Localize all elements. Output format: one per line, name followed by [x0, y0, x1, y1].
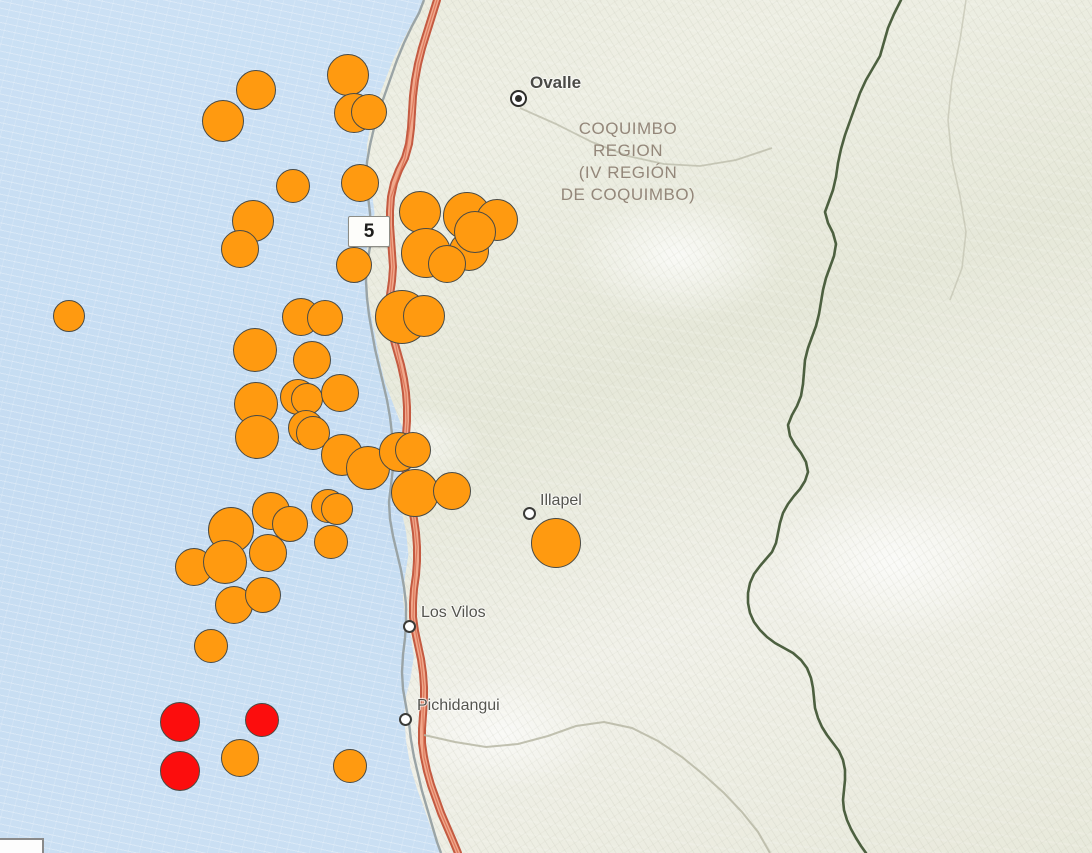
- scale-bar-box[interactable]: [0, 838, 44, 853]
- earthquake-marker[interactable]: [245, 703, 279, 737]
- earthquake-marker[interactable]: [160, 751, 200, 791]
- earthquake-marker[interactable]: [221, 739, 259, 777]
- city-marker-los-vilos[interactable]: [403, 620, 416, 633]
- earthquake-marker[interactable]: [307, 300, 343, 336]
- secondary-road-ridge: [947, 0, 967, 301]
- region-label: COQUIMBO REGION (IV REGIÓN DE COQUIMBO): [561, 118, 695, 206]
- city-label-ovalle: Ovalle: [530, 73, 582, 92]
- highway-route-5-centerline: [388, 0, 459, 853]
- earthquake-marker[interactable]: [531, 518, 581, 568]
- earthquake-marker[interactable]: [293, 341, 331, 379]
- earthquake-marker[interactable]: [221, 230, 259, 268]
- earthquake-marker[interactable]: [341, 164, 379, 202]
- earthquake-marker[interactable]: [236, 70, 276, 110]
- city-label-pichidangui: Pichidangui: [417, 697, 500, 714]
- earthquake-marker[interactable]: [249, 534, 287, 572]
- administrative-border: [746, 0, 903, 853]
- earthquake-marker[interactable]: [333, 749, 367, 783]
- earthquake-marker[interactable]: [314, 525, 348, 559]
- city-label-illapel: Illapel: [540, 492, 582, 509]
- route-shield-number: 5: [363, 220, 375, 242]
- earthquake-marker[interactable]: [433, 472, 471, 510]
- earthquake-marker[interactable]: [454, 211, 496, 253]
- earthquake-marker[interactable]: [321, 374, 359, 412]
- earthquake-marker[interactable]: [321, 493, 353, 525]
- route-shield-5[interactable]: 5: [348, 216, 390, 247]
- city-label-los-vilos: Los Vilos: [421, 604, 486, 621]
- earthquake-marker[interactable]: [194, 629, 228, 663]
- earthquake-marker[interactable]: [160, 702, 200, 742]
- city-marker-ovalle[interactable]: [510, 90, 527, 107]
- earthquake-marker[interactable]: [291, 383, 323, 415]
- secondary-road-inland: [423, 720, 771, 853]
- earthquake-marker[interactable]: [235, 415, 279, 459]
- earthquake-marker[interactable]: [336, 247, 372, 283]
- region-label-line-3: (IV REGIÓN: [578, 163, 678, 182]
- city-marker-illapel[interactable]: [523, 507, 536, 520]
- earthquake-marker[interactable]: [53, 300, 85, 332]
- earthquake-marker[interactable]: [202, 100, 244, 142]
- earthquake-marker[interactable]: [391, 469, 439, 517]
- earthquake-marker[interactable]: [233, 328, 277, 372]
- region-label-line-4: DE COQUIMBO): [560, 185, 696, 204]
- earthquake-marker[interactable]: [351, 94, 387, 130]
- earthquake-marker[interactable]: [395, 432, 431, 468]
- secondary-road-north: [519, 107, 773, 167]
- earthquake-marker[interactable]: [399, 191, 441, 233]
- region-label-line-2: REGION: [592, 141, 664, 160]
- earthquake-marker[interactable]: [327, 54, 369, 96]
- earthquake-marker[interactable]: [203, 540, 247, 584]
- earthquake-marker[interactable]: [403, 295, 445, 337]
- region-label-line-1: COQUIMBO: [578, 119, 678, 138]
- earthquake-marker[interactable]: [276, 169, 310, 203]
- city-marker-pichidangui[interactable]: [399, 713, 412, 726]
- earthquake-marker[interactable]: [428, 245, 466, 283]
- earthquake-marker[interactable]: [245, 577, 281, 613]
